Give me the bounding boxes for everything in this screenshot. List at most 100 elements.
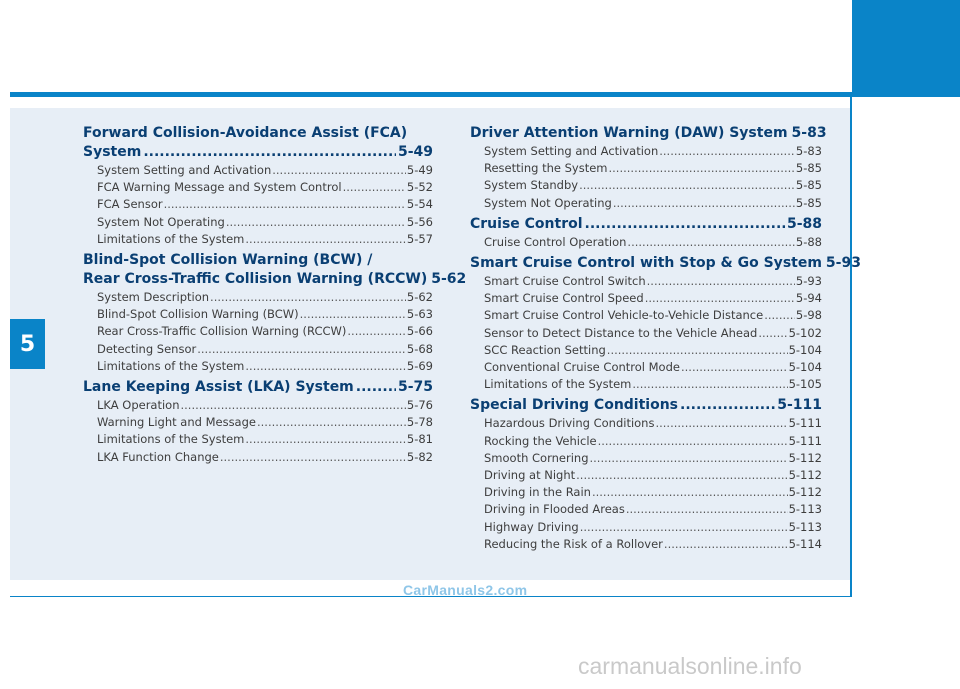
dot-leader bbox=[645, 290, 795, 307]
dot-leader bbox=[226, 214, 406, 231]
section-heading[interactable]: Smart Cruise Control with Stop & Go Syst… bbox=[470, 254, 861, 273]
toc-entry-title: Hazardous Driving Conditions bbox=[484, 416, 655, 431]
chapter-tab[interactable]: 5 bbox=[10, 319, 45, 369]
section-heading[interactable]: Driver Attention Warning (DAW) System 5-8… bbox=[470, 124, 827, 143]
toc-entry[interactable]: Conventional Cruise Control Mode 5-104 bbox=[470, 359, 822, 376]
dot-leader bbox=[356, 378, 396, 397]
toc-entry-title: Sensor to Detect Distance to the Vehicle… bbox=[484, 325, 758, 340]
toc-entry[interactable]: Hazardous Driving Conditions 5-111 bbox=[470, 415, 822, 432]
toc-entry[interactable]: System Setting and Activation 5-49 bbox=[83, 162, 433, 179]
dot-leader bbox=[590, 450, 788, 467]
toc-entry[interactable]: System Not Operating 5-56 bbox=[83, 214, 433, 231]
toc-entry-page: 5-85 bbox=[795, 161, 822, 176]
toc-entry-title: Smart Cruise Control Speed bbox=[484, 291, 644, 306]
toc-entry-page: 5-93 bbox=[795, 274, 822, 289]
toc-entry[interactable]: SCC Reaction Setting 5-104 bbox=[470, 342, 822, 359]
section-heading-row: Special Driving Conditions 5-111 bbox=[470, 396, 822, 415]
chapter-corner-block bbox=[852, 0, 960, 97]
toc-entry[interactable]: Sensor to Detect Distance to the Vehicle… bbox=[470, 325, 822, 342]
toc-entry[interactable]: System Standby 5-85 bbox=[470, 177, 822, 194]
dot-leader bbox=[300, 306, 406, 323]
section-heading[interactable]: Lane Keeping Assist (LKA) System 5-75 bbox=[83, 378, 433, 397]
toc-entry-title: Rear Cross-Traffic Collision Warning (RC… bbox=[97, 324, 347, 339]
toc-entry-page: 5-81 bbox=[406, 432, 433, 447]
toc-entry[interactable]: Smooth Cornering 5-112 bbox=[470, 450, 822, 467]
toc-entry[interactable]: Limitations of the System 5-81 bbox=[83, 431, 433, 448]
toc-entry-title: Highway Driving bbox=[484, 519, 579, 534]
toc-entry-page: 5-98 bbox=[795, 308, 822, 323]
toc-entry-title: Driving at Night bbox=[484, 468, 576, 483]
dot-leader bbox=[245, 431, 406, 448]
toc-entry-title: Driving in the Rain bbox=[484, 485, 591, 500]
toc-entry[interactable]: System Not Operating 5-85 bbox=[470, 195, 822, 212]
dot-leader bbox=[143, 143, 396, 162]
toc-entry-page: 5-85 bbox=[795, 178, 822, 193]
dot-leader bbox=[197, 341, 406, 358]
section-heading-line: Blind-Spot Collision Warning (BCW) / bbox=[83, 252, 373, 269]
toc-entry-title: Warning Light and Message bbox=[97, 415, 256, 430]
dot-leader bbox=[647, 273, 795, 290]
dot-leader bbox=[245, 358, 406, 375]
dot-leader bbox=[632, 376, 787, 393]
toc-entry[interactable]: Cruise Control Operation 5-88 bbox=[470, 234, 822, 251]
toc-entry[interactable]: Rocking the Vehicle 5-111 bbox=[470, 433, 822, 450]
section-heading[interactable]: Blind-Spot Collision Warning (BCW) / Rear… bbox=[83, 251, 466, 289]
toc-entry[interactable]: Limitations of the System 5-69 bbox=[83, 358, 433, 375]
section-page-number: 5-88 bbox=[786, 215, 822, 232]
toc-entry[interactable]: Rear Cross-Traffic Collision Warning (RC… bbox=[83, 323, 433, 340]
toc-entry[interactable]: Limitations of the System 5-57 bbox=[83, 231, 433, 248]
toc-entry[interactable]: Resetting the System 5-85 bbox=[470, 160, 822, 177]
toc-entry[interactable]: Smart Cruise Control Switch 5-93 bbox=[470, 273, 822, 290]
toc-entry-title: Resetting the System bbox=[484, 161, 608, 176]
toc-entry-title: System Not Operating bbox=[97, 214, 225, 229]
toc-entry[interactable]: Smart Cruise Control Speed 5-94 bbox=[470, 290, 822, 307]
dot-leader bbox=[764, 307, 795, 324]
toc-entry-page: 5-104 bbox=[788, 342, 822, 357]
toc-entry-title: LKA Function Change bbox=[97, 449, 219, 464]
section-heading[interactable]: Special Driving Conditions 5-111 bbox=[470, 396, 822, 415]
toc-entry-page: 5-63 bbox=[406, 307, 433, 322]
toc-entry[interactable]: FCA Warning Message and System Control 5-… bbox=[83, 179, 433, 196]
toc-entry-title: Reducing the Risk of a Rollover bbox=[484, 536, 663, 551]
dot-leader bbox=[181, 397, 406, 414]
toc-entry-page: 5-82 bbox=[406, 449, 433, 464]
toc-entry[interactable]: Blind-Spot Collision Warning (BCW) 5-63 bbox=[83, 306, 433, 323]
toc-entry[interactable]: LKA Function Change 5-82 bbox=[83, 449, 433, 466]
toc-entry[interactable]: Limitations of the System 5-105 bbox=[470, 376, 822, 393]
section-heading-line: Driver Attention Warning (DAW) System bbox=[470, 125, 788, 141]
toc-entry[interactable]: Driving in Flooded Areas 5-113 bbox=[470, 501, 822, 518]
section-heading-line: Forward Collision-Avoidance Assist (FCA) bbox=[83, 125, 408, 141]
toc-entry[interactable]: LKA Operation 5-76 bbox=[83, 397, 433, 414]
toc-entry-title: FCA Sensor bbox=[97, 197, 163, 212]
section-heading-row: Lane Keeping Assist (LKA) System 5-75 bbox=[83, 378, 433, 397]
toc-entry-page: 5-68 bbox=[406, 341, 433, 356]
section-heading[interactable]: Cruise Control 5-88 bbox=[470, 215, 822, 234]
dot-leader bbox=[626, 501, 788, 518]
toc-entry[interactable]: FCA Sensor 5-54 bbox=[83, 196, 433, 213]
watermark-text: CarManuals2.com bbox=[403, 582, 528, 598]
toc-entry-title: Detecting Sensor bbox=[97, 341, 197, 356]
toc-entry-page: 5-56 bbox=[406, 214, 433, 229]
dot-leader bbox=[585, 215, 785, 234]
toc-entry[interactable]: Highway Driving 5-113 bbox=[470, 519, 822, 536]
toc-entry[interactable]: System Setting and Activation 5-83 bbox=[470, 143, 822, 160]
toc-entry[interactable]: Driving at Night 5-112 bbox=[470, 467, 822, 484]
toc-entry-page: 5-114 bbox=[788, 536, 822, 551]
toc-entry-title: Limitations of the System bbox=[97, 231, 245, 246]
section-heading[interactable]: Forward Collision-Avoidance Assist (FCA)… bbox=[83, 124, 433, 162]
toc-entry-title: Smart Cruise Control Vehicle-to-Vehicle … bbox=[484, 308, 764, 323]
toc-entry[interactable]: Reducing the Risk of a Rollover 5-114 bbox=[470, 536, 822, 553]
toc-entry[interactable]: Detecting Sensor 5-68 bbox=[83, 341, 433, 358]
toc-entry-page: 5-76 bbox=[406, 398, 433, 413]
toc-entry[interactable]: Warning Light and Message 5-78 bbox=[83, 414, 433, 431]
toc-entry[interactable]: System Description 5-62 bbox=[83, 289, 433, 306]
dot-leader bbox=[257, 414, 406, 431]
toc-entry[interactable]: Smart Cruise Control Vehicle-to-Vehicle … bbox=[470, 307, 822, 324]
section-page-number: 5-49 bbox=[397, 144, 433, 160]
section-page-number: 5-75 bbox=[397, 379, 433, 396]
dot-leader bbox=[210, 289, 406, 306]
toc-entry[interactable]: Driving in the Rain 5-112 bbox=[470, 484, 822, 501]
dot-leader bbox=[681, 359, 788, 376]
section-heading-row: Rear Cross-Traffic Collision Warning (RC… bbox=[83, 270, 466, 289]
toc-entry-page: 5-52 bbox=[406, 180, 433, 195]
